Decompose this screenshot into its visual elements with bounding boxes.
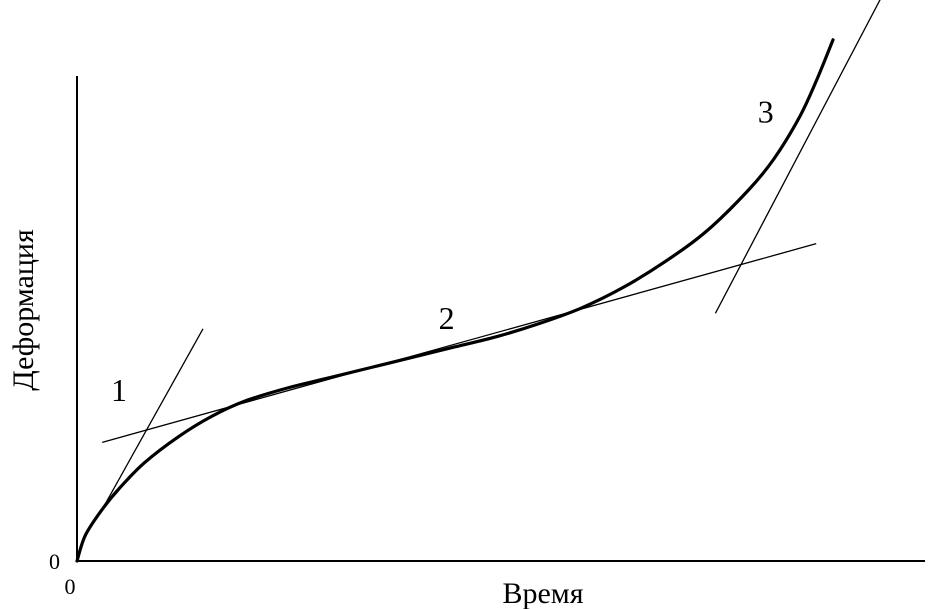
region-label-1: 1 (111, 372, 127, 408)
curve-layer (75, 38, 835, 563)
region-label-2: 2 (439, 300, 455, 336)
tangent-line-2 (102, 243, 817, 443)
x-axis-title: Время (502, 577, 583, 609)
tangent-line-1 (101, 328, 204, 510)
creep-curve-0 (75, 38, 835, 563)
tangent-lines (101, 0, 881, 510)
y-origin-label: 0 (49, 549, 60, 574)
y-axis-title: Деформация (7, 229, 40, 391)
tangent-line-3 (714, 0, 881, 314)
x-origin-label: 0 (65, 574, 76, 599)
region-label-3: 3 (758, 93, 774, 129)
region-labels: 1 2 3 (111, 93, 774, 408)
axes (76, 76, 925, 562)
